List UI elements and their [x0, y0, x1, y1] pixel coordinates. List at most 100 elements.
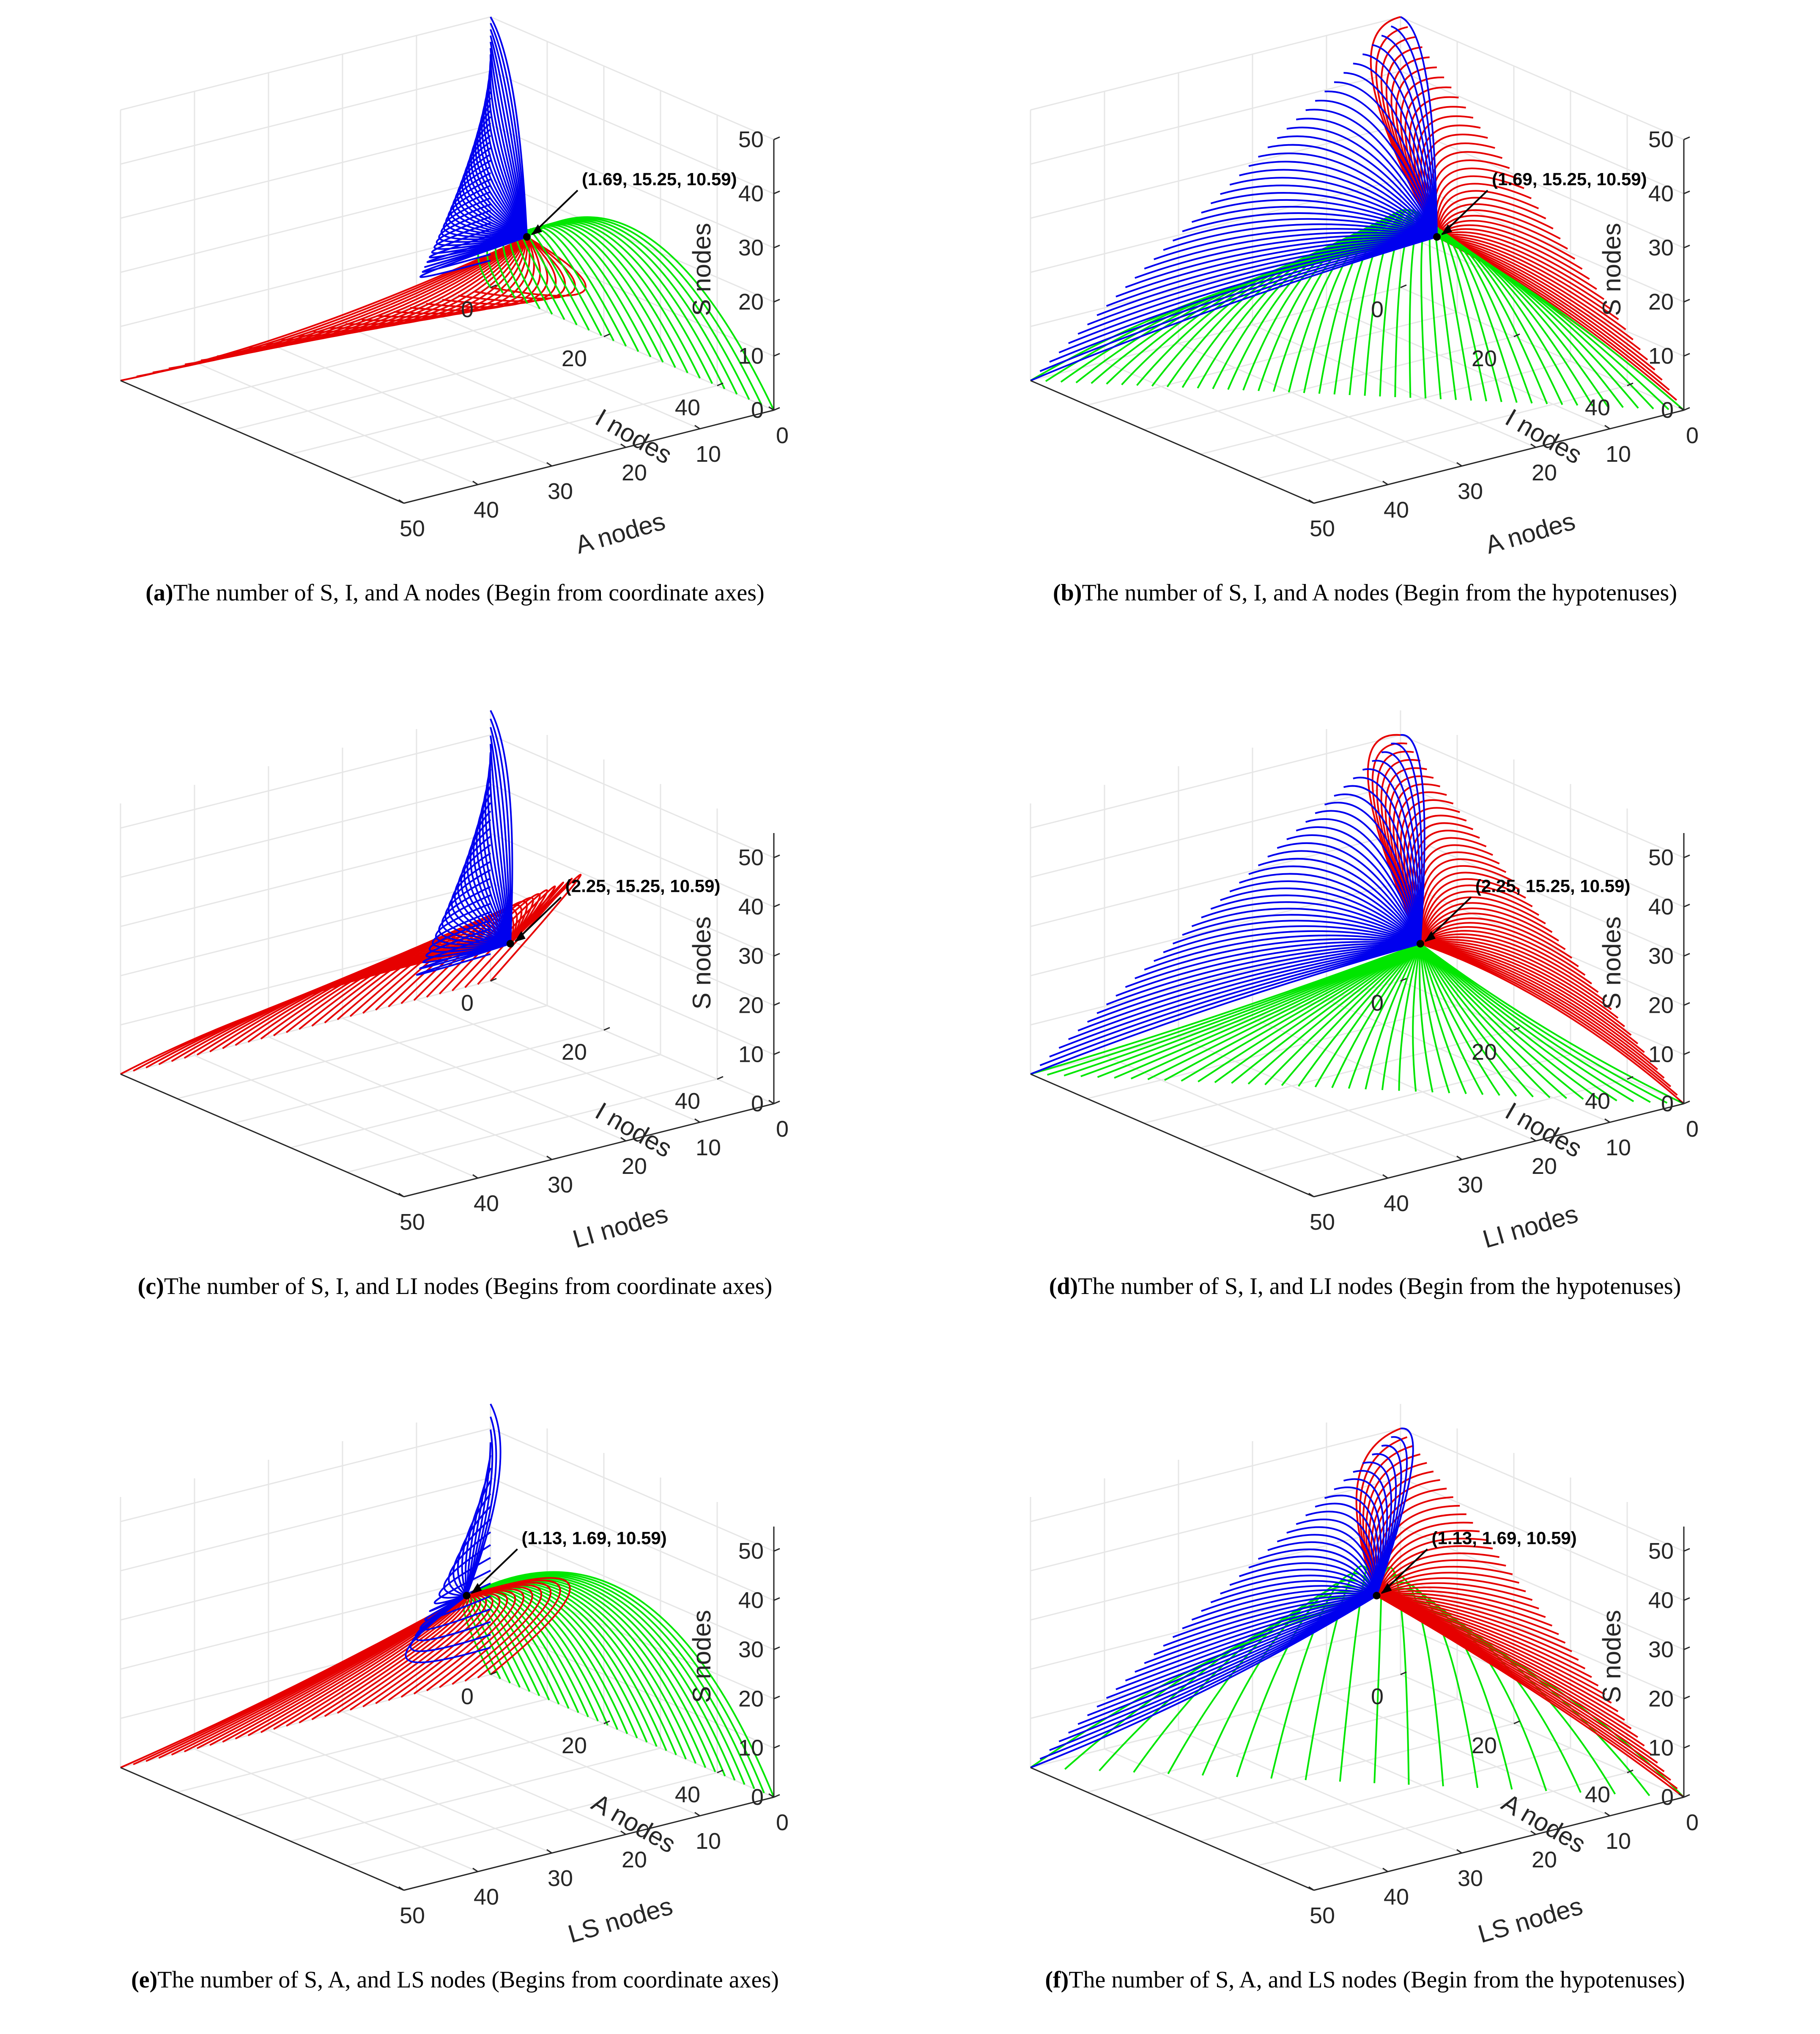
trajectory-line [428, 919, 511, 953]
trajectory-line [1398, 943, 1421, 1091]
z-tick-label: 0 [751, 1785, 764, 1810]
x-tick-label: 30 [1458, 1866, 1483, 1891]
gridline [1257, 385, 1628, 480]
annotation-arrow [1425, 896, 1472, 942]
gridline [1257, 1078, 1628, 1173]
y-tick-label: 40 [1585, 395, 1610, 420]
y-tick-mark [1513, 1027, 1520, 1031]
z-tick-mark [773, 953, 780, 957]
trajectory-line [1419, 891, 1540, 944]
trajectory-line [1372, 44, 1438, 237]
trajectory-line [482, 777, 511, 944]
gridline [1030, 124, 1401, 219]
x-axis-label: A nodes [1482, 507, 1578, 559]
equilibrium-annotation-a: (1.69, 15.25, 10.59) [523, 169, 737, 241]
x-tick-mark [1604, 1812, 1610, 1817]
caption-text: The number of S, I, and A nodes (Begin f… [1082, 580, 1677, 606]
x-tick-mark [768, 1793, 774, 1798]
trajectory-line [1087, 943, 1420, 1023]
x-tick-label: 20 [622, 1154, 647, 1179]
trajectory-line [441, 203, 527, 240]
x-tick-label: 0 [776, 423, 789, 448]
trajectory-line [1154, 1595, 1377, 1656]
z-tick-mark [1683, 1548, 1690, 1552]
trajectory-line [1068, 943, 1421, 1040]
annotation-arrowhead [471, 1583, 482, 1594]
x-tick-mark [1308, 1192, 1314, 1198]
trajectory-line [1068, 1595, 1377, 1734]
y-tick-label: 40 [675, 1088, 700, 1114]
trajectory-line [1381, 35, 1438, 237]
trajectory-line [1248, 865, 1421, 944]
gridline [1030, 1428, 1401, 1522]
gridline [120, 784, 491, 878]
x-tick-label: 30 [1458, 1172, 1483, 1198]
trajectory-line [433, 222, 527, 250]
trajectory-line [490, 735, 511, 944]
y-tick-label: 0 [1371, 297, 1384, 322]
z-tick-label: 30 [1648, 235, 1674, 260]
trajectory-line [1096, 236, 1437, 316]
gridline [1143, 1029, 1514, 1124]
trajectory-line [438, 894, 510, 945]
x-axis-label: LS nodes [1475, 1891, 1586, 1948]
trajectory-line [1372, 1453, 1397, 1596]
trajectory-line [1144, 935, 1421, 971]
gridline [177, 1698, 548, 1793]
trajectory-line [1039, 943, 1421, 1066]
y-tick-label: 20 [562, 1733, 587, 1758]
gridline [1252, 324, 1536, 448]
trajectory-line [443, 1544, 491, 1597]
trajectory-line [247, 1595, 467, 1736]
trajectory-line [1229, 880, 1421, 945]
gridline [490, 1625, 774, 1749]
trajectory-line [454, 166, 527, 238]
gridline [194, 1748, 478, 1872]
x-tick-mark [1382, 1867, 1388, 1872]
trajectory-line [1191, 1589, 1377, 1621]
trajectory-line [490, 718, 512, 944]
trajectory-line [1154, 228, 1437, 260]
trajectory-line [1172, 920, 1421, 945]
equilibrium-annotation-c: (2.25, 15.25, 10.59) [506, 876, 720, 948]
x-tick-mark [1308, 1886, 1314, 1891]
trajectory-line [1058, 943, 1421, 1049]
gridline [1087, 1698, 1458, 1793]
trajectory-line [410, 1595, 491, 1652]
x-tick-mark [1604, 1118, 1610, 1123]
z-tick-label: 0 [1661, 1785, 1674, 1810]
gridline [490, 931, 774, 1055]
z-tick-mark [1683, 136, 1690, 140]
trajectory-line [1376, 1552, 1500, 1596]
z-tick-label: 50 [1648, 1538, 1674, 1564]
gridline [120, 833, 491, 927]
gridline [1178, 1730, 1462, 1854]
trajectory-line [1362, 768, 1421, 944]
trajectory-line [1286, 1526, 1378, 1596]
trajectory-line [419, 236, 527, 278]
trajectory-line [286, 1595, 468, 1727]
trajectory-line [1420, 943, 1517, 1097]
gridline [1252, 1711, 1536, 1835]
equilibrium-annotation-f: (1.13, 1.69, 10.59) [1373, 1528, 1577, 1600]
trajectory-line [1391, 743, 1423, 944]
trajectory-line [1334, 1486, 1382, 1596]
trajectory-line [1144, 1595, 1377, 1664]
z-axis-label: S nodes [688, 916, 716, 1009]
annotation-label: (1.13, 1.69, 10.59) [522, 1528, 667, 1548]
x-tick-label: 40 [474, 497, 499, 523]
trajectory-line [1277, 1534, 1378, 1596]
caption-b: (b)The number of S, I, and A nodes (Begi… [910, 579, 1820, 606]
z-tick-label: 40 [1648, 1588, 1674, 1613]
y-tick-mark [717, 382, 724, 387]
trajectory-line [1436, 235, 1612, 310]
trajectory-line [1362, 53, 1438, 237]
gridline [177, 311, 548, 406]
trajectory-line [1096, 1595, 1377, 1708]
gridline [1326, 305, 1610, 430]
trajectory-line [1420, 939, 1612, 1010]
y-tick-label: 20 [1472, 1733, 1497, 1758]
trajectory-line [1436, 234, 1533, 404]
trajectory-line [490, 727, 511, 944]
